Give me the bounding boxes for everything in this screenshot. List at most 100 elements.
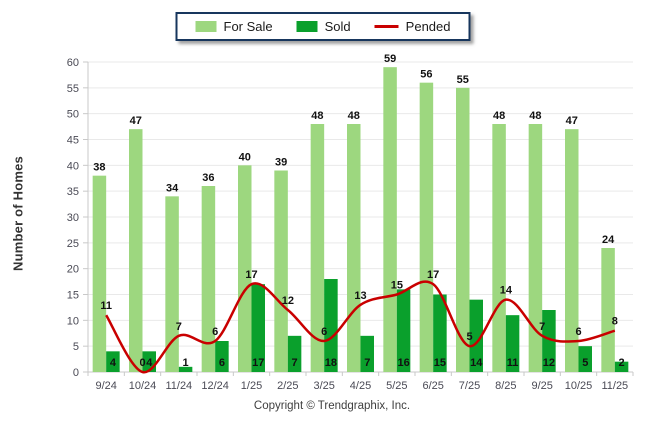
pended-line — [105, 280, 616, 374]
value-label-sold: 18 — [325, 357, 337, 369]
value-label-sold: 14 — [470, 357, 483, 369]
value-label-sold: 6 — [219, 357, 225, 369]
x-tick-label: 11/25 — [601, 380, 628, 392]
x-tick-label: 3/25 — [313, 380, 334, 392]
value-label-for-sale: 36 — [202, 172, 214, 184]
value-label-pended: 6 — [321, 326, 327, 338]
value-label-sold: 7 — [364, 357, 370, 369]
bar-sold — [287, 335, 302, 372]
value-label-pended: 12 — [282, 295, 294, 307]
legend-for-sale-swatch — [195, 21, 217, 32]
y-tick-label: 25 — [67, 238, 79, 250]
value-label-for-sale: 48 — [493, 110, 505, 122]
x-tick-label: 2/25 — [277, 380, 298, 392]
value-label-pended: 6 — [575, 326, 581, 338]
bar-sold — [505, 315, 520, 372]
value-label-for-sale: 24 — [602, 234, 615, 246]
value-label-sold: 15 — [434, 357, 446, 369]
value-label-for-sale: 47 — [566, 115, 578, 127]
bar-for-sale — [419, 82, 434, 373]
value-label-for-sale: 56 — [420, 69, 432, 81]
value-label-sold: 12 — [543, 357, 555, 369]
value-label-for-sale: 48 — [311, 110, 323, 122]
x-tick-label: 10/24 — [129, 380, 157, 392]
y-tick-label: 55 — [67, 83, 79, 95]
chart-legend: For Sale Sold Pended — [175, 12, 471, 41]
y-tick-label: 45 — [67, 135, 79, 147]
value-label-pended: 5 — [466, 331, 472, 343]
bar-for-sale — [456, 87, 470, 372]
value-label-for-sale: 40 — [239, 151, 251, 163]
x-tick-label: 6/25 — [422, 380, 443, 392]
y-tick-label: 15 — [67, 290, 79, 302]
y-tick-label: 20 — [67, 264, 79, 276]
value-label-pended: 14 — [500, 285, 513, 297]
value-label-sold: 5 — [582, 357, 588, 369]
value-label-pended: 6 — [212, 326, 218, 338]
value-label-for-sale: 48 — [529, 110, 541, 122]
value-label-sold: 4 — [146, 357, 153, 369]
legend-item-for-sale: For Sale — [195, 19, 273, 34]
x-tick-label: 9/25 — [531, 380, 552, 392]
value-label-pended: 8 — [612, 316, 618, 328]
x-tick-label: 9/24 — [95, 380, 116, 392]
bar-for-sale — [238, 165, 252, 372]
bar-for-sale — [310, 124, 325, 372]
value-label-pended: 17 — [427, 269, 439, 281]
legend-label: For Sale — [223, 19, 273, 34]
y-tick-label: 30 — [67, 212, 79, 224]
value-label-pended: 7 — [539, 321, 545, 333]
legend-label: Pended — [405, 19, 451, 34]
legend-sold-swatch — [296, 21, 318, 32]
y-tick-label: 35 — [67, 186, 79, 198]
bar-sold — [396, 289, 411, 372]
bar-for-sale — [601, 248, 615, 372]
value-label-for-sale: 38 — [93, 162, 105, 174]
value-label-sold: 11 — [507, 357, 519, 369]
value-label-sold: 2 — [619, 357, 625, 369]
bar-for-sale — [565, 129, 579, 372]
bar-for-sale — [528, 124, 543, 372]
bar-sold — [542, 310, 556, 372]
x-tick-label: 5/25 — [386, 380, 407, 392]
value-label-sold: 16 — [397, 357, 409, 369]
bar-sold — [360, 335, 374, 372]
y-tick-label: 0 — [73, 367, 79, 379]
bar-for-sale — [383, 67, 397, 373]
bar-sold — [469, 299, 483, 372]
value-label-pended: 7 — [176, 321, 182, 333]
bar-sold — [215, 341, 229, 372]
bar-for-sale — [165, 196, 179, 372]
x-tick-label: 10/25 — [565, 380, 593, 392]
bar-for-sale — [92, 175, 107, 372]
value-label-sold: 17 — [252, 357, 264, 369]
value-label-pended: 15 — [391, 280, 403, 292]
x-tick-label: 11/24 — [165, 380, 192, 392]
legend-pended-line-swatch — [374, 25, 399, 28]
legend-label: Sold — [324, 19, 351, 34]
legend-item-sold: Sold — [296, 19, 351, 34]
y-tick-label: 50 — [67, 109, 79, 121]
bar-for-sale — [129, 129, 143, 372]
y-tick-label: 60 — [67, 57, 79, 69]
value-label-for-sale: 47 — [130, 115, 142, 127]
y-tick-label: 40 — [67, 160, 79, 172]
bar-sold — [106, 351, 120, 372]
x-tick-label: 7/25 — [459, 380, 480, 392]
bar-sold — [178, 366, 193, 372]
value-label-for-sale: 55 — [457, 74, 469, 86]
bar-sold — [578, 346, 592, 372]
value-label-for-sale: 48 — [348, 110, 360, 122]
legend-item-pended: Pended — [374, 19, 451, 34]
x-tick-label: 12/24 — [201, 380, 229, 392]
value-label-pended: 17 — [245, 269, 257, 281]
bar-sold — [614, 361, 629, 372]
value-label-sold: 4 — [110, 357, 117, 369]
x-tick-label: 8/25 — [495, 380, 516, 392]
bar-for-sale — [492, 124, 506, 372]
value-label-sold: 7 — [292, 357, 298, 369]
bar-sold — [433, 294, 447, 372]
